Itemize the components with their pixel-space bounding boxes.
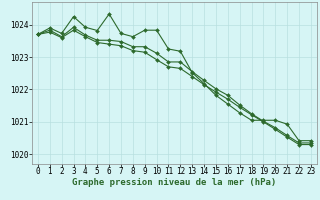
X-axis label: Graphe pression niveau de la mer (hPa): Graphe pression niveau de la mer (hPa) xyxy=(72,178,276,187)
